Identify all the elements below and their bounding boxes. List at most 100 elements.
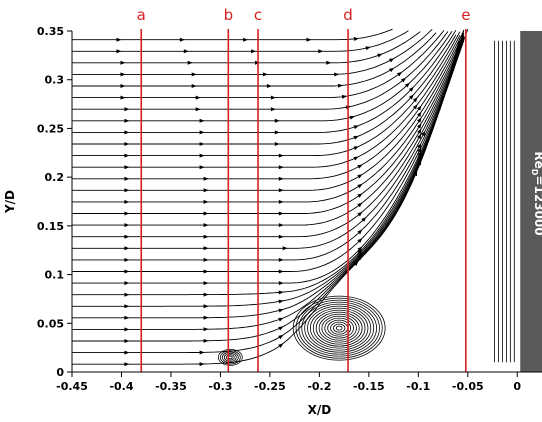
streamline-arrow <box>124 362 130 367</box>
streamline-arrow <box>353 156 359 161</box>
streamline-arrow <box>124 153 130 158</box>
streamline <box>72 41 461 354</box>
station-label-b: b <box>224 6 234 24</box>
streamline <box>72 28 469 249</box>
streamline-arrow <box>413 170 418 176</box>
x-tick-label: -0.45 <box>56 380 88 393</box>
streamline-arrow <box>353 260 359 266</box>
streamline-arrow <box>416 105 422 111</box>
streamline <box>72 28 433 75</box>
streamline-arrow <box>124 142 130 146</box>
streamline-arrow <box>278 153 284 158</box>
streamline-arrow <box>278 326 284 331</box>
streamline-arrow <box>124 327 130 332</box>
streamline-arrow <box>124 176 130 181</box>
streamline-arrow <box>357 249 363 255</box>
streamline <box>72 34 465 203</box>
reynolds-label-value: =123000 <box>532 175 542 235</box>
streamline-arrow <box>203 188 209 193</box>
streamline-arrow <box>278 188 284 193</box>
streamline-arrow <box>274 142 280 146</box>
streamline-arrow <box>361 217 367 222</box>
streamline-arrow <box>243 37 249 42</box>
streamline-arrow <box>191 84 197 88</box>
streamline-arrow <box>179 37 185 42</box>
streamline-arrows <box>116 37 426 367</box>
streamline-arrow <box>274 130 280 135</box>
streamline-arrow <box>116 37 122 42</box>
streamline <box>72 37 461 365</box>
secondary-vortex-ring <box>219 350 241 365</box>
streamline-arrow <box>400 77 407 83</box>
streamline-arrow <box>416 111 422 117</box>
streamline-arrow <box>357 246 363 252</box>
primary-vortex-ring <box>295 297 383 359</box>
y-tick-label: 0.35 <box>37 25 64 38</box>
x-tick-label: -0.2 <box>307 380 331 393</box>
streamline-arrow <box>278 290 284 295</box>
streamline-arrow <box>124 350 130 355</box>
streamline-arrow <box>124 246 130 251</box>
streamline-arrow <box>124 292 130 297</box>
wall-plate <box>520 31 542 372</box>
x-tick-label: -0.1 <box>406 380 430 393</box>
streamline <box>72 31 421 64</box>
streamline <box>72 29 465 342</box>
streamline <box>72 34 457 145</box>
streamline-arrow <box>357 202 363 208</box>
streamlines <box>72 28 515 365</box>
streamline-arrow <box>124 223 130 228</box>
streamline-arrow <box>278 269 284 274</box>
streamline-arrow <box>396 71 403 77</box>
streamline-arrow <box>203 338 209 343</box>
streamline-arrow <box>341 94 348 99</box>
y-tick-label: 0 <box>56 366 64 379</box>
y-tick-label: 0.2 <box>45 171 65 184</box>
primary-vortex-ring <box>321 315 357 341</box>
streamline-arrow <box>278 257 284 262</box>
streamline-arrow <box>124 199 130 204</box>
streamline <box>72 39 465 284</box>
streamline-arrow <box>124 188 130 193</box>
streamline-arrow <box>278 199 284 204</box>
streamline-arrow <box>124 118 130 123</box>
streamline-arrow <box>278 308 284 313</box>
streamline-arrow <box>318 49 324 54</box>
streamline-arrow <box>389 58 395 63</box>
streamline-arrow <box>251 49 257 54</box>
primary-vortex-ring <box>312 309 366 347</box>
primary-vortex-ring <box>301 301 377 355</box>
streamline-arrow <box>412 97 418 103</box>
streamline-arrow <box>262 72 268 77</box>
streamline-arrow <box>120 60 126 65</box>
x-axis-ticks: -0.45 -0.4 -0.35 -0.3 -0.25 -0.2 -0.15 -0.1 -0.0… <box>56 372 521 393</box>
x-tick-label: -0.3 <box>208 380 232 393</box>
axes <box>71 31 542 373</box>
primary-vortex-ring <box>292 295 386 361</box>
secondary-vortex-ring <box>221 351 239 364</box>
primary-vortex-ring <box>304 303 375 353</box>
streamline-arrow <box>203 315 209 320</box>
station-label-a: a <box>137 6 146 24</box>
streamline-arrow <box>274 118 280 123</box>
streamline-arrow <box>278 281 284 286</box>
streamline <box>72 34 465 319</box>
streamline-arrow <box>124 130 130 135</box>
streamline-arrow <box>357 211 363 217</box>
streamline-arrow <box>334 72 340 77</box>
streamline-arrow <box>124 107 130 112</box>
streamline-arrow <box>417 143 422 149</box>
streamline <box>72 30 409 52</box>
streamline-arrow <box>353 37 359 41</box>
streamline-arrow <box>326 60 332 65</box>
streamline-arrow <box>404 82 410 88</box>
streamline-arrow <box>120 95 126 100</box>
streamline-arrow <box>357 238 363 244</box>
y-tick-label: 0.25 <box>37 122 64 135</box>
secondary-vortex-ring <box>223 352 237 362</box>
secondary-vortex-ring <box>225 354 235 361</box>
streamline <box>72 38 465 226</box>
streamline-arrow <box>412 104 418 110</box>
streamline-arrow <box>417 133 422 139</box>
